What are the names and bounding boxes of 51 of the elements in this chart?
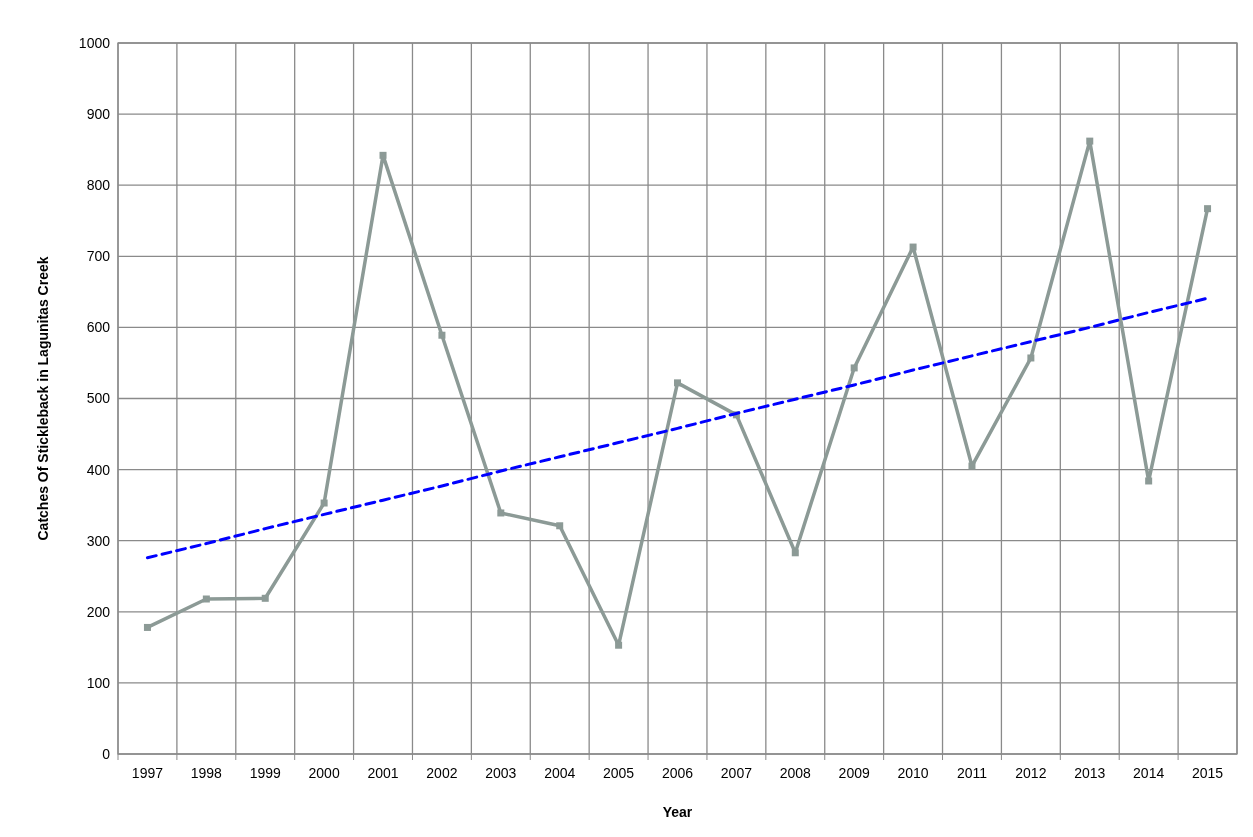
x-tick-label: 2005 <box>603 765 635 781</box>
point <box>261 594 269 602</box>
x-tick-label: 2009 <box>838 765 870 781</box>
point <box>850 364 858 372</box>
x-tick-label: 2006 <box>661 765 694 781</box>
point <box>909 243 917 251</box>
y-axis-title: Catches Of Stickleback in Lagunitas Creek <box>35 256 51 541</box>
point <box>320 499 328 507</box>
point <box>143 623 151 631</box>
point <box>202 595 210 603</box>
y-tick-label: 300 <box>86 532 111 549</box>
y-tick-label: 700 <box>86 248 111 265</box>
point <box>497 509 505 517</box>
x-axis-title: Year <box>662 804 693 820</box>
x-tick-label: 1997 <box>131 765 164 781</box>
x-tick-label: 2000 <box>308 765 340 781</box>
point <box>556 522 564 530</box>
x-tick-label: 1998 <box>190 765 223 781</box>
y-tick-label: 400 <box>86 461 111 478</box>
point <box>438 331 446 339</box>
point <box>674 379 681 387</box>
y-tick-label: 500 <box>86 390 111 407</box>
x-tick-label: 2003 <box>485 765 517 781</box>
y-tick-label: 800 <box>86 177 111 194</box>
point <box>615 641 623 649</box>
y-tick-label: 1000 <box>78 34 111 51</box>
x-tick-label: 2002 <box>426 765 458 781</box>
point <box>968 462 976 470</box>
point <box>1086 137 1094 145</box>
point <box>1204 205 1212 213</box>
y-tick-label: 900 <box>86 106 111 122</box>
line-series <box>145 296 1210 560</box>
x-tick-label: 2008 <box>779 765 812 781</box>
x-tick-label: 2007 <box>720 765 753 781</box>
x-tick-label: 2011 <box>956 765 988 781</box>
x-tick-label: 2012 <box>1015 765 1047 781</box>
x-tick-label: 2013 <box>1074 765 1106 781</box>
point <box>1027 354 1035 362</box>
x-tick-label: 1999 <box>249 765 282 781</box>
point <box>379 151 387 159</box>
y-tick-label: 0 <box>102 745 111 762</box>
x-tick-label: 2010 <box>897 765 929 781</box>
x-tick-label: 2014 <box>1133 765 1165 781</box>
point <box>1145 477 1153 485</box>
x-tick-label: 2004 <box>544 765 576 781</box>
x-tick-label: 2015 <box>1191 765 1224 781</box>
x-tick-label: 2001 <box>367 765 399 781</box>
y-tick-label: 200 <box>86 603 111 620</box>
point <box>791 549 799 557</box>
y-tick-label: 600 <box>86 319 111 336</box>
y-tick-label: 100 <box>86 674 111 691</box>
